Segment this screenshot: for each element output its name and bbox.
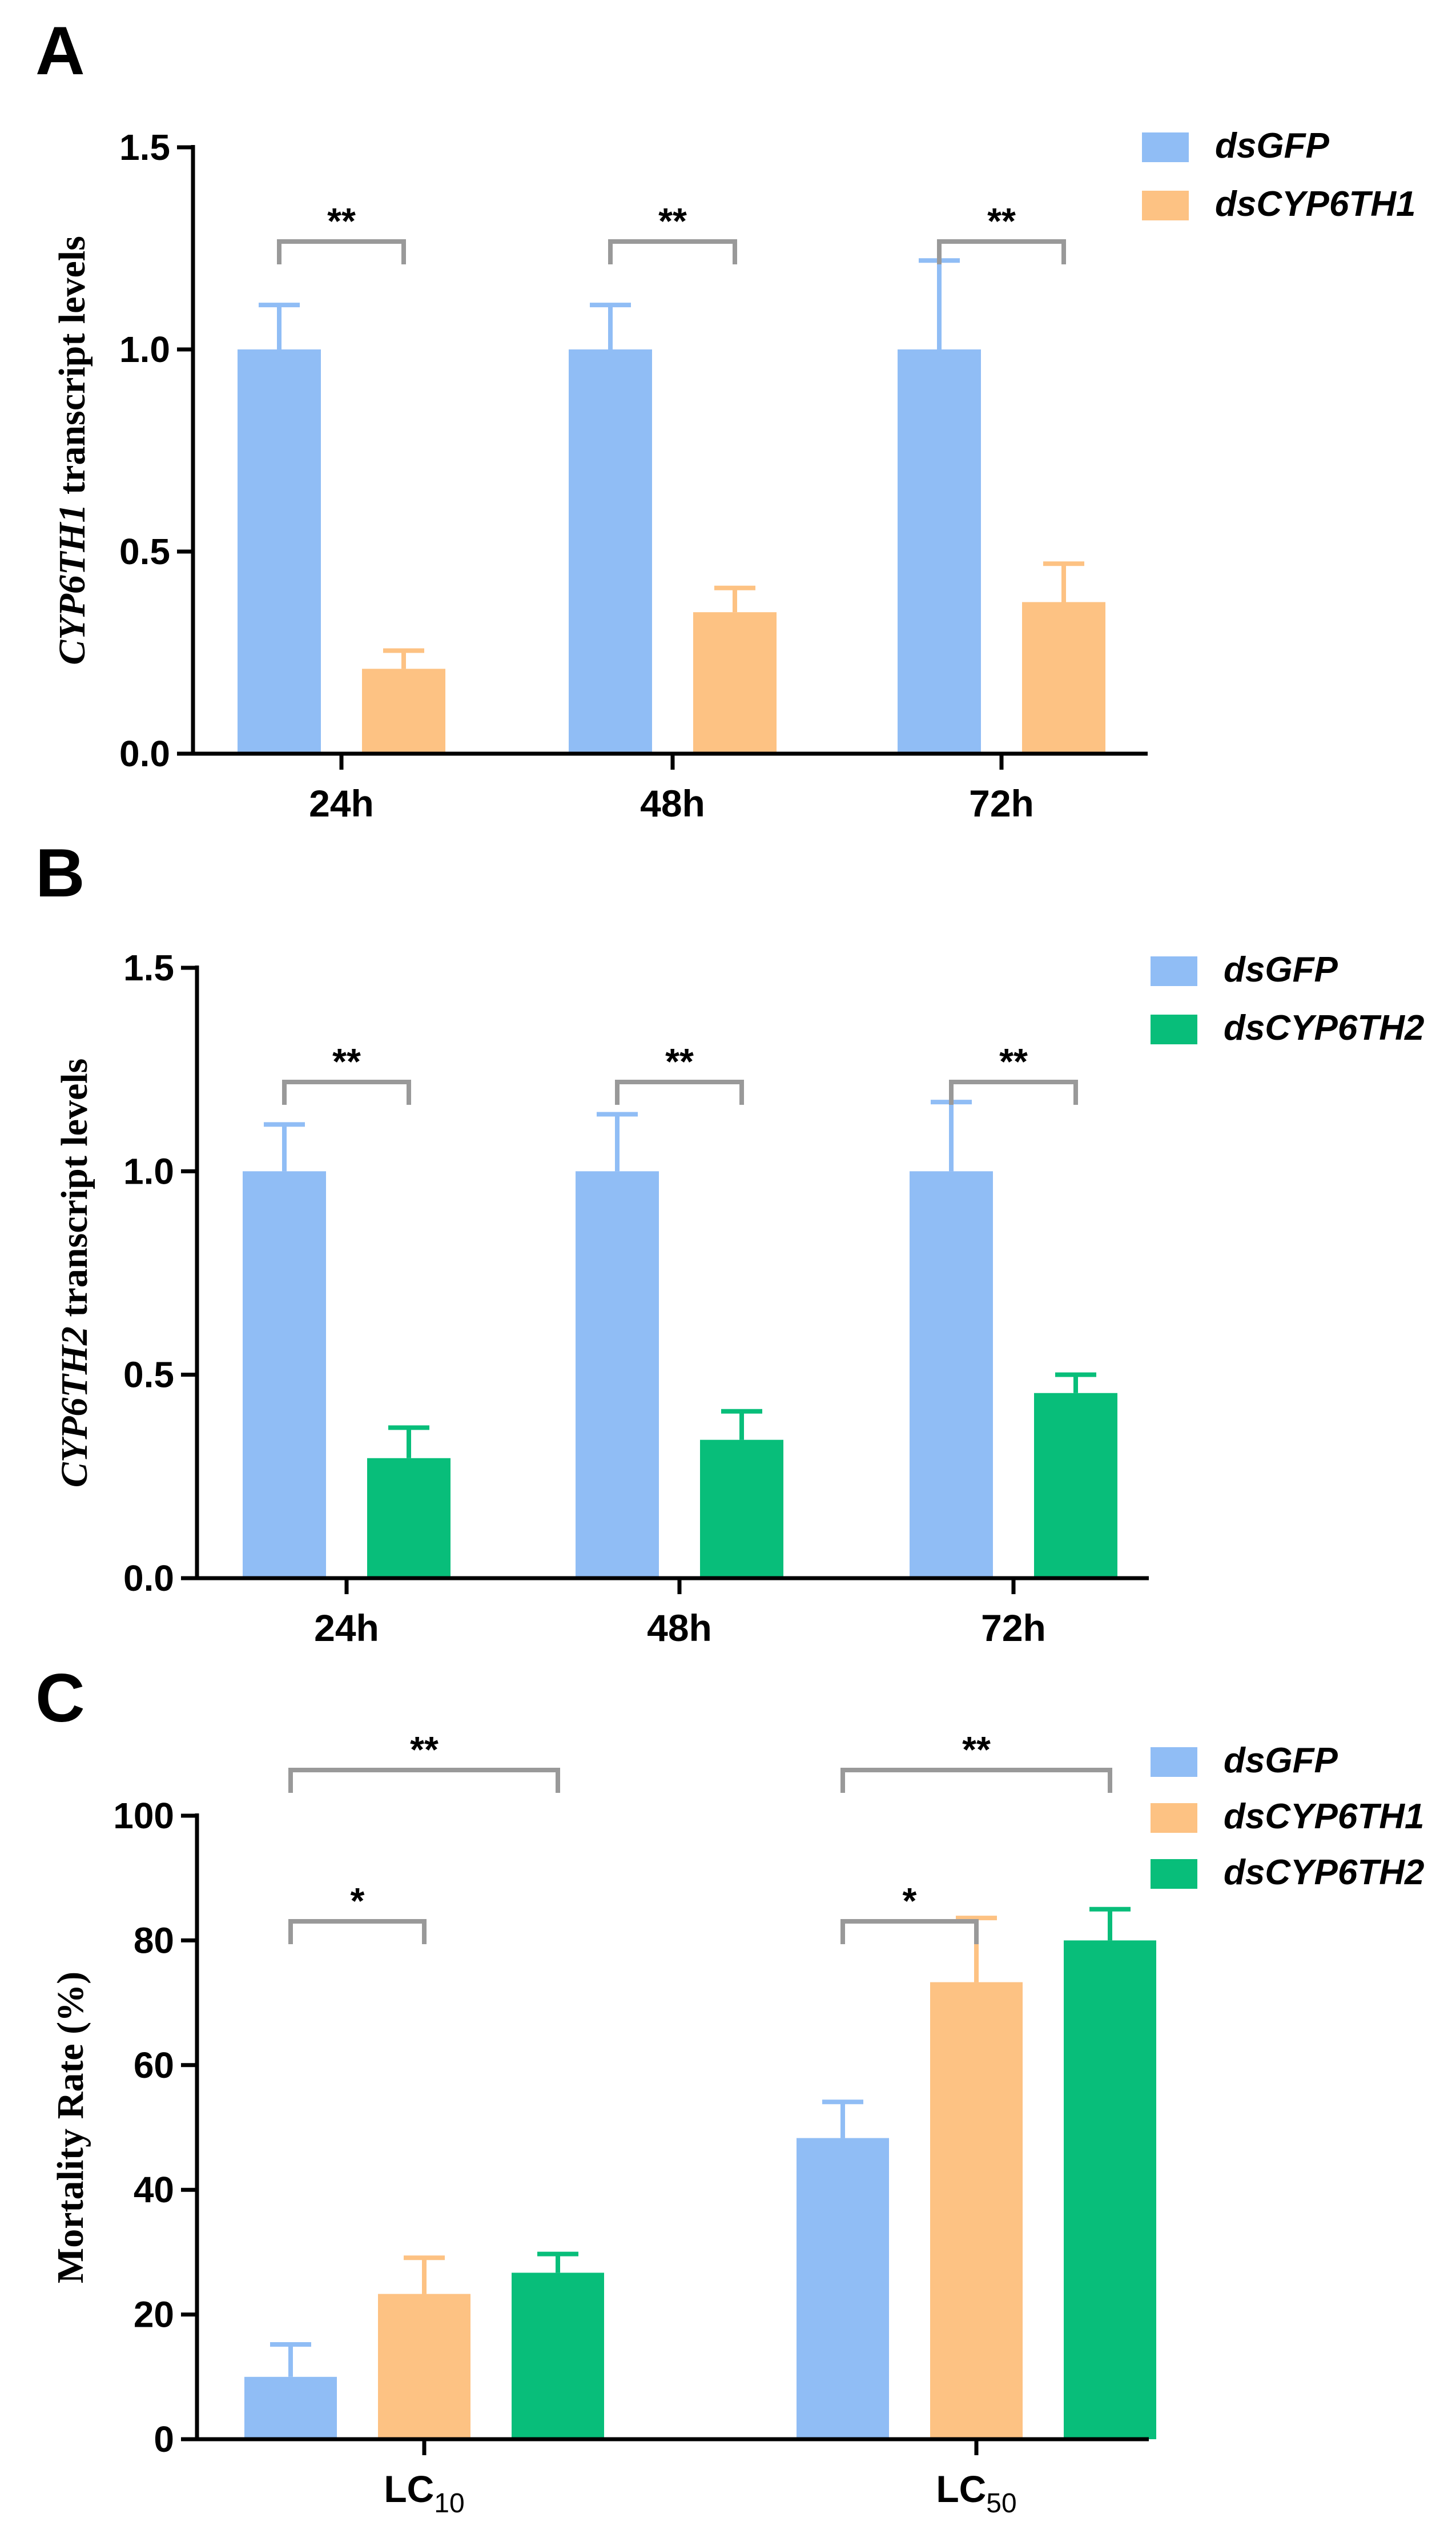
- x-tick-label: LC50: [936, 2468, 1016, 2519]
- legend-label-dscyp6th2: dsCYP6TH2: [1224, 1008, 1424, 1048]
- significance-bracket: [282, 1080, 411, 1105]
- panel-label: B: [35, 835, 85, 911]
- significance-bracket: [937, 239, 1066, 264]
- legend-label-dsgfp: dsGFP: [1215, 126, 1329, 166]
- y-axis-label: Mortality Rate (%): [50, 1972, 91, 2283]
- legend-swatch-dsgfp: [1151, 956, 1197, 986]
- bar-dsgfp-1: [576, 1171, 659, 1578]
- y-tick-label: 0.0: [123, 1558, 174, 1599]
- x-tick-label: 72h: [981, 1607, 1046, 1649]
- significance-bracket: [840, 1919, 979, 1944]
- y-tick-label: 1.0: [123, 1151, 174, 1192]
- x-tick-label: 24h: [314, 1607, 379, 1649]
- x-tick-label: 72h: [969, 782, 1034, 824]
- bar-dscyp6th2-1: [700, 1439, 783, 1578]
- bar-dscyp6th1-1: [930, 1982, 1023, 2439]
- legend-swatch-dsgfp: [1151, 1747, 1197, 1777]
- significance-label: **: [999, 1041, 1028, 1082]
- bar-dscyp6th1-0: [378, 2294, 470, 2439]
- significance-label: **: [410, 1729, 439, 1770]
- y-tick-label: 0.0: [119, 733, 170, 774]
- legend-swatch-dsgfp: [1142, 132, 1189, 162]
- legend-swatch-dscyp6th1: [1151, 1803, 1197, 1833]
- legend-label-dscyp6th1: dsCYP6TH1: [1224, 1797, 1424, 1836]
- y-tick-label: 1.5: [119, 127, 170, 168]
- x-tick-label: 48h: [640, 782, 705, 824]
- significance-label: *: [351, 1880, 365, 1921]
- bar-dsgfp-0: [243, 1171, 326, 1578]
- significance-label: *: [903, 1880, 917, 1921]
- chart-panel-b: B 0.0 0.5 1.0 1.5 24h 48h 72h ** ** ** CYP6TH2 tran…: [35, 835, 1424, 1649]
- significance-bracket: [277, 239, 406, 264]
- bar-dscyp6th1-1: [693, 612, 777, 754]
- bar-dscyp6th1-0: [362, 669, 445, 754]
- significance-label: **: [665, 1041, 694, 1082]
- y-tick-label: 60: [134, 2045, 174, 2086]
- bar-dscyp6th2-1: [1064, 1940, 1156, 2439]
- bar-dsgfp-1: [569, 349, 652, 754]
- legend-swatch-dscyp6th1: [1142, 191, 1189, 220]
- y-axis-label: CYP6TH1 transcript levels: [51, 236, 93, 665]
- y-tick-label: 100: [113, 1795, 174, 1836]
- bar-dsgfp-2: [910, 1171, 993, 1578]
- legend-label-dscyp6th1: dsCYP6TH1: [1215, 184, 1415, 224]
- y-tick-label: 20: [134, 2294, 174, 2335]
- legend-label-dsgfp: dsGFP: [1224, 1741, 1338, 1780]
- legend-label-dsgfp: dsGFP: [1224, 950, 1338, 990]
- chart-panel-a: A 0.0 0.5 1.0 1.5 24h 48h 72h ** ** ** CYP6TH1 tran…: [35, 13, 1415, 824]
- legend-swatch-dscyp6th2: [1151, 1015, 1197, 1044]
- significance-bracket: [840, 1768, 1112, 1793]
- x-tick-label: 48h: [647, 1607, 712, 1649]
- legend-label-dscyp6th2: dsCYP6TH2: [1224, 1853, 1424, 1892]
- significance-bracket: [288, 1768, 560, 1793]
- y-tick-label: 0.5: [119, 531, 170, 572]
- bar-dscyp6th2-0: [367, 1458, 451, 1578]
- panel-label: C: [35, 1660, 85, 1736]
- significance-bracket: [288, 1919, 427, 1944]
- y-tick-label: 80: [134, 1920, 174, 1961]
- x-tick-label: 24h: [309, 782, 374, 824]
- significance-bracket: [949, 1080, 1078, 1105]
- significance-label: **: [987, 200, 1016, 242]
- bar-dsgfp-2: [898, 349, 981, 754]
- bar-dscyp6th2-2: [1034, 1393, 1117, 1578]
- significance-bracket: [615, 1080, 744, 1105]
- x-tick-label: LC10: [384, 2468, 464, 2519]
- significance-label: **: [327, 200, 356, 242]
- bar-dsgfp-0: [244, 2376, 337, 2439]
- panel-label: A: [35, 13, 85, 89]
- significance-label: **: [658, 200, 687, 242]
- y-tick-label: 0.5: [123, 1354, 174, 1395]
- y-tick-label: 1.5: [123, 947, 174, 988]
- y-tick-label: 1.0: [119, 329, 170, 370]
- y-tick-label: 40: [134, 2169, 174, 2210]
- bar-dsgfp-1: [797, 2138, 889, 2439]
- y-tick-label: 0: [154, 2419, 174, 2460]
- y-axis-label: CYP6TH2 transcript levels: [54, 1059, 95, 1488]
- significance-label: **: [962, 1729, 991, 1770]
- bar-dscyp6th1-2: [1022, 602, 1105, 754]
- significance-label: **: [332, 1041, 361, 1082]
- bar-dscyp6th2-0: [512, 2272, 604, 2439]
- legend-swatch-dscyp6th2: [1151, 1859, 1197, 1889]
- significance-bracket: [608, 239, 737, 264]
- bar-dsgfp-0: [238, 349, 321, 754]
